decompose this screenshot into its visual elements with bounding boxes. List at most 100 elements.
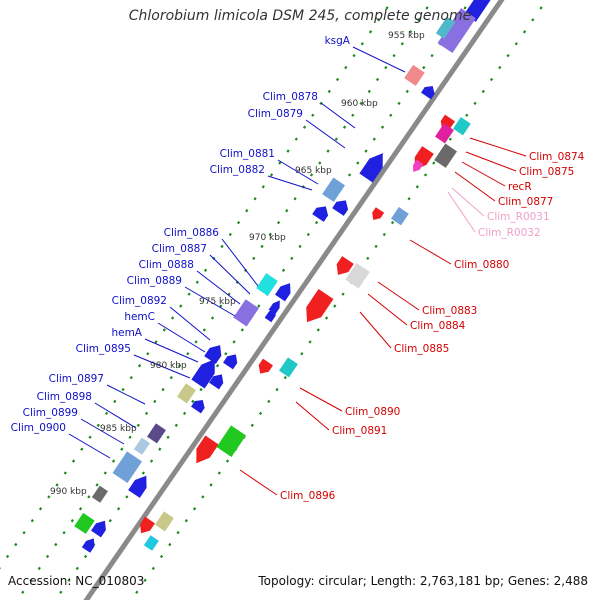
gene-feature (391, 207, 409, 226)
gene-feature (437, 8, 476, 54)
gene-label: ksgA (325, 35, 351, 47)
ruler-label: 960 kbp (341, 99, 378, 109)
genome-backbone (83, 0, 505, 600)
gene-label: Clim_R0031 (487, 211, 550, 223)
gene-feature (223, 354, 238, 370)
gene-feature (312, 206, 329, 222)
gene-label: Clim_0878 (263, 91, 318, 103)
gene-feature (464, 0, 493, 22)
gene-label: Clim_0896 (280, 490, 336, 502)
gene-label: Clim_0885 (394, 343, 449, 355)
gene-feature (128, 475, 147, 498)
gene-label: Clim_0892 (112, 295, 167, 307)
gene-feature (177, 383, 196, 404)
gene-label: Clim_0887 (152, 243, 207, 255)
label-connector (454, 171, 496, 202)
gene-feature (191, 400, 205, 414)
gene-features (74, 0, 493, 553)
accession-text: Accession: NC_010803 (8, 574, 145, 588)
ruler-label: 990 kbp (50, 487, 87, 497)
gene-feature (216, 425, 247, 458)
gene-feature (332, 200, 349, 216)
gene-feature (155, 511, 174, 532)
gene-label: Clim_0879 (248, 108, 303, 120)
gene-feature (143, 535, 159, 551)
gene-label: Clim_0877 (498, 196, 553, 208)
gene-feature (191, 359, 215, 389)
ruler-labels: 955 kbp 960 kbp 965 kbp 970 kbp 975 kbp 980 k… (50, 31, 425, 497)
gene-feature (140, 516, 155, 534)
label-connector (277, 159, 319, 185)
gene-feature (268, 300, 280, 315)
gene-labels: ksgA Clim_0878 Clim_0879 Clim_0881 Clim_0882… (11, 35, 585, 502)
label-connector (447, 191, 476, 233)
gene-feature (112, 451, 143, 484)
label-connector (221, 238, 259, 287)
gene-feature (81, 538, 95, 553)
ruler-label: 965 kbp (295, 166, 332, 176)
gene-feature (372, 207, 385, 220)
ruler-label: 970 kbp (249, 233, 286, 243)
label-connector (184, 286, 236, 317)
label-connector (106, 384, 146, 405)
gene-label: Clim_R0032 (478, 227, 541, 239)
gene-label: Clim_0890 (345, 406, 400, 418)
gene-label: Clim_0897 (49, 373, 104, 385)
gene-label: Clim_0898 (37, 391, 92, 403)
gene-feature (91, 485, 108, 503)
gene-feature (204, 345, 222, 364)
gene-feature (421, 86, 435, 100)
gene-feature (414, 146, 434, 170)
gene-label: Clim_0880 (454, 259, 509, 271)
gene-feature (147, 423, 166, 444)
label-connector (80, 418, 125, 445)
label-connector (461, 161, 506, 187)
gene-label: hemC (124, 311, 155, 323)
gene-label: Clim_0881 (220, 148, 275, 160)
label-connector (409, 239, 452, 265)
label-connector (68, 433, 111, 459)
gene-feature (412, 159, 424, 172)
label-connector (367, 293, 408, 326)
ruler-label: 975 kbp (199, 297, 236, 307)
label-connector (157, 322, 206, 353)
gene-feature (196, 435, 219, 464)
gene-feature (133, 437, 150, 455)
gene-feature (209, 374, 224, 390)
label-connector (305, 119, 346, 149)
tick-track-3 (130, 0, 548, 600)
gene-feature (404, 64, 425, 86)
map-title: Chlorobium limicola DSM 245, complete ge… (128, 8, 472, 24)
gene-feature (434, 143, 457, 168)
label-connector (144, 338, 199, 363)
gene-label: Clim_0886 (164, 227, 220, 239)
gene-label: Clim_0882 (210, 164, 265, 176)
tick-track-0 (0, 0, 394, 570)
ruler-label: 980 kbp (150, 361, 187, 371)
gene-label: Clim_0891 (332, 425, 387, 437)
gene-feature (345, 262, 370, 289)
gene-label: recR (508, 181, 532, 193)
gene-feature (359, 153, 383, 183)
label-connector (352, 46, 406, 73)
label-connector (94, 402, 137, 429)
gene-feature (256, 273, 278, 296)
gene-label: Clim_0895 (76, 343, 131, 355)
gene-feature (233, 299, 259, 327)
label-connector (377, 281, 420, 311)
label-connector (267, 175, 313, 191)
gene-label: Clim_0889 (127, 275, 182, 287)
ruler-label: 985 kbp (100, 424, 137, 434)
gene-feature (74, 512, 95, 534)
label-connector (169, 306, 211, 341)
gene-label: Clim_0888 (139, 259, 194, 271)
genome-axis-line (83, 0, 505, 600)
gene-label: Clim_0875 (519, 166, 574, 178)
gene-label: Clim_0883 (422, 305, 477, 317)
label-connector (465, 151, 517, 172)
gene-feature (258, 358, 273, 374)
gene-feature (336, 256, 354, 275)
label-connector (196, 270, 241, 305)
gene-feature (279, 357, 298, 378)
